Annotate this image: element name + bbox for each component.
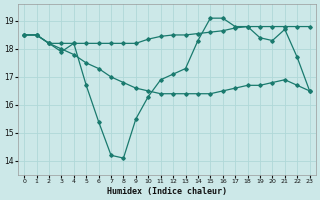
X-axis label: Humidex (Indice chaleur): Humidex (Indice chaleur) — [107, 187, 227, 196]
